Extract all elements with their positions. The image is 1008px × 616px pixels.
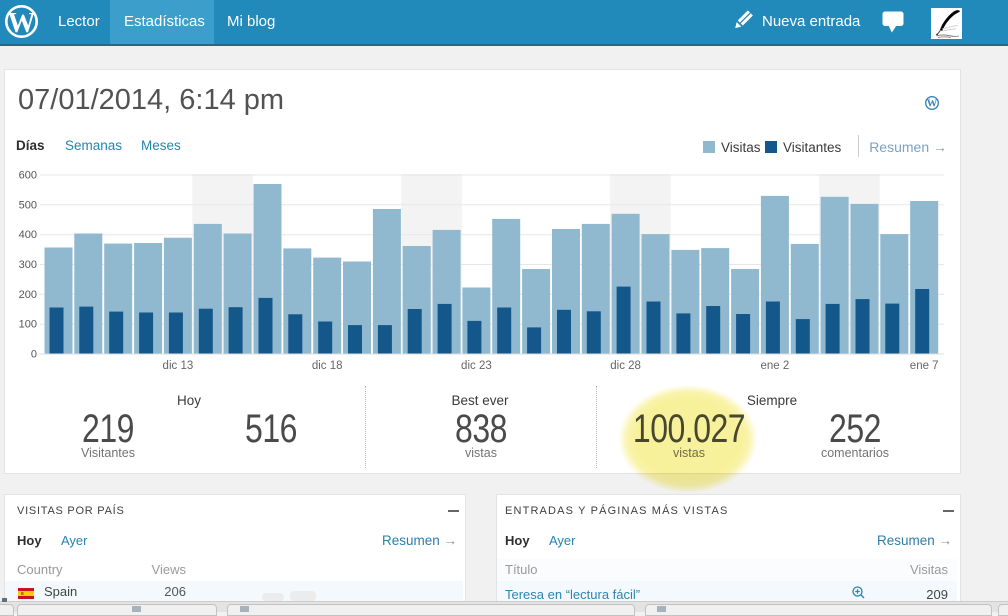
svg-text:W: W [927, 99, 938, 110]
svg-text:200: 200 [19, 289, 37, 301]
svg-text:400: 400 [19, 229, 37, 241]
svg-text:ene 2: ene 2 [761, 360, 790, 372]
svg-text:dic 23: dic 23 [461, 360, 492, 372]
svg-text:600: 600 [19, 170, 37, 182]
svg-text:dic 13: dic 13 [163, 360, 194, 372]
svg-text:100: 100 [19, 319, 37, 331]
svg-text:W: W [8, 8, 36, 38]
svg-text:ene 7: ene 7 [910, 360, 939, 372]
svg-text:dic 28: dic 28 [610, 360, 641, 372]
svg-text:dic 18: dic 18 [312, 360, 343, 372]
svg-text:0: 0 [31, 349, 37, 361]
svg-text:300: 300 [19, 259, 37, 271]
svg-text:500: 500 [19, 199, 37, 211]
